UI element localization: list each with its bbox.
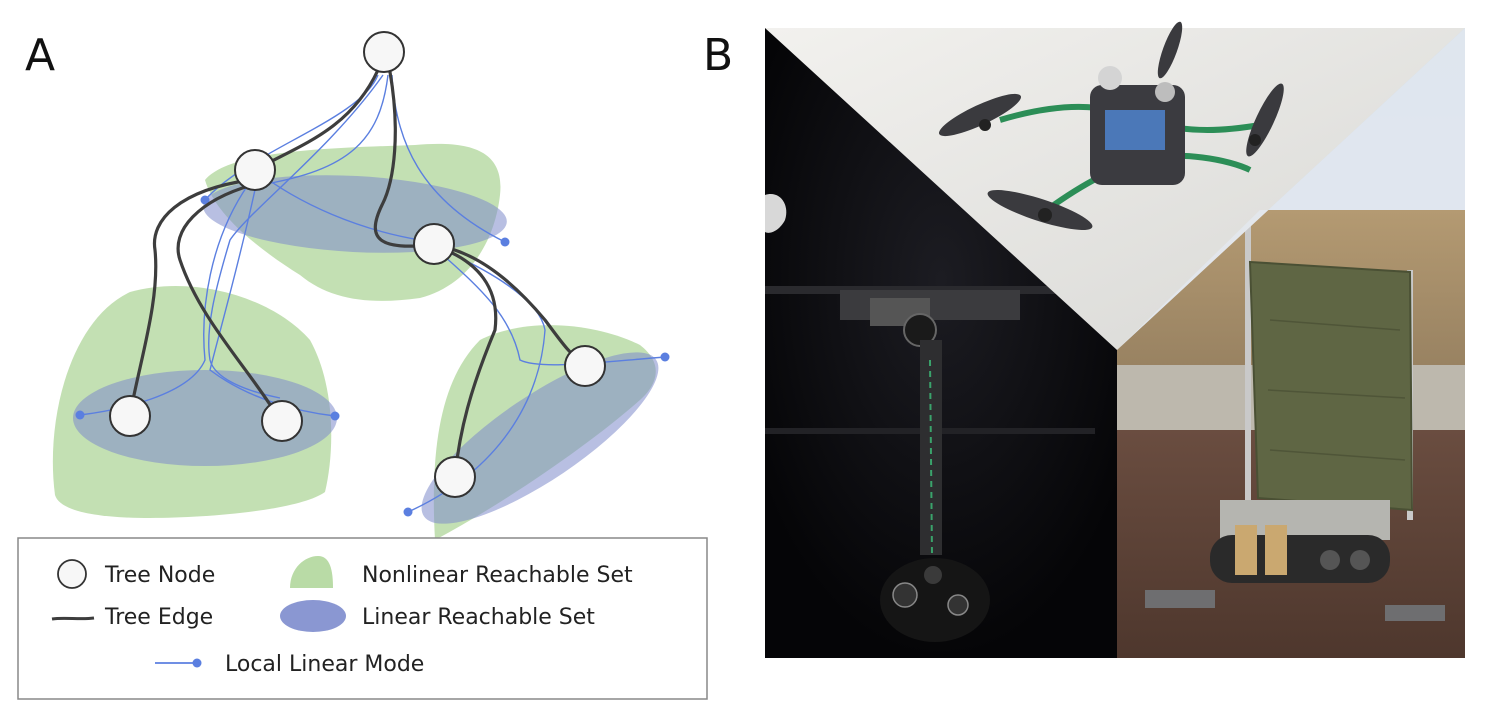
- legend-local-mode-label: Local Linear Mode: [225, 652, 424, 677]
- legend: Tree Node Tree Edge Local Linear Mode No…: [17, 537, 708, 700]
- edge-root-n2: [373, 70, 434, 248]
- tree-node-4: [261, 400, 303, 442]
- tree-node-2: [413, 223, 455, 265]
- legend-linear-icon: [280, 600, 346, 632]
- linear-set-left: [73, 370, 337, 466]
- photo-collage: [765, 21, 1465, 658]
- legend-linear-label: Linear Reachable Set: [362, 605, 595, 630]
- tree-node-3: [109, 395, 151, 437]
- panel-b-label: B: [703, 30, 733, 81]
- edge-n1-n3: [128, 178, 252, 417]
- tree-node-5: [564, 345, 606, 387]
- local-mode-endpoints: [75, 195, 670, 517]
- edge-n1-n4: [176, 183, 282, 422]
- legend-edge-icon: [51, 616, 95, 621]
- panel-a-label: A: [25, 30, 55, 81]
- tree-nodes: [109, 31, 606, 498]
- legend-node-icon: [57, 559, 87, 589]
- photo-quadrotor-drone: [765, 21, 1465, 350]
- legend-tree-edge-label: Tree Edge: [104, 605, 213, 630]
- legend-tree-node-label: Tree Node: [104, 563, 215, 588]
- tree-node-6: [434, 456, 476, 498]
- tree-node-1: [234, 149, 276, 191]
- legend-local-mode-dot: [192, 658, 202, 668]
- legend-box: [17, 537, 708, 700]
- linear-set-right: [421, 352, 659, 524]
- legend-nonlinear-label: Nonlinear Reachable Set: [362, 563, 633, 588]
- tree-node-root: [363, 31, 405, 73]
- edge-n2-n6: [430, 243, 498, 477]
- legend-nonlinear-icon: [290, 556, 333, 588]
